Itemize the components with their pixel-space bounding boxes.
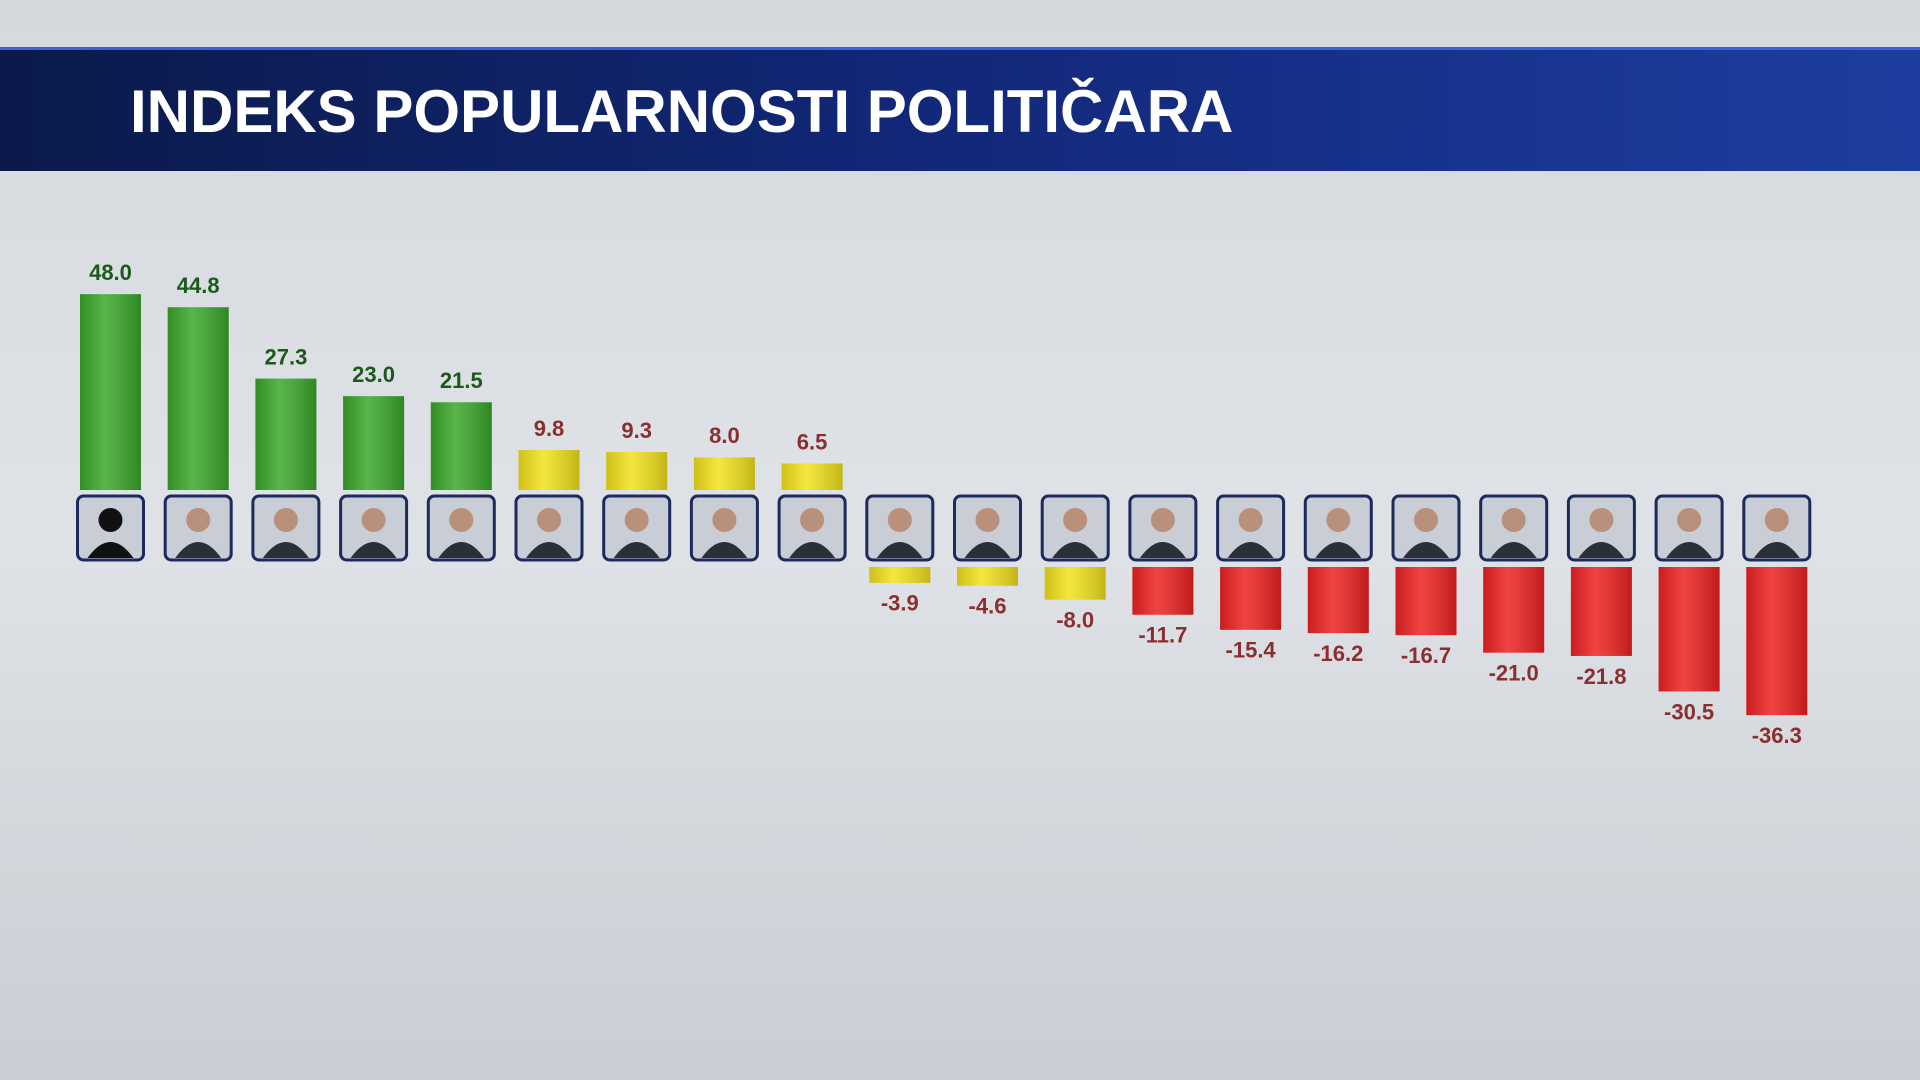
bar-shade [167,307,229,490]
portrait-body [350,542,397,558]
portrait-body [789,542,836,558]
bar-shade [1483,567,1545,653]
portrait-head [273,508,298,532]
bar-shade [1044,567,1106,600]
value-label: 48.0 [89,260,132,285]
portrait-body [438,542,485,558]
portrait-head [624,508,649,532]
bar-shade [693,457,755,490]
bar-shade [430,402,492,490]
portrait-head [186,508,211,532]
portrait-head [361,508,386,532]
portrait-head [800,508,825,532]
value-label: -16.2 [1313,641,1363,666]
value-label: 27.3 [264,344,307,369]
portrait-head [1501,508,1526,532]
value-label: -16.7 [1401,643,1451,668]
portrait-head [1677,508,1702,532]
bar-shade [869,567,931,583]
portrait-head [712,508,737,532]
portrait-body [876,542,923,558]
portrait-head [1589,508,1614,532]
bar-shade [957,567,1018,586]
portrait-body [964,542,1011,558]
portrait-body [1666,542,1713,558]
value-label: -3.9 [881,591,919,616]
plot: 48.0 44.8 27.3 23.0 21.5 9.8 9.3 8.0 6.5 -3.9 -4.6… [76,260,1812,748]
bar-shade [1132,567,1194,615]
portrait-body [1315,542,1362,558]
value-label: -36.3 [1752,723,1802,748]
portrait-body [1490,542,1537,558]
value-label: 44.8 [177,273,220,298]
portrait-body [701,542,748,558]
bar-shade [1395,567,1457,636]
bar-shade [343,396,405,490]
portrait-head [1238,508,1263,532]
bar-shade [518,450,580,490]
portrait-body [613,542,660,558]
portrait-body [1753,542,1800,558]
portrait-body [1227,542,1274,558]
value-label: 9.3 [621,418,652,443]
portrait-body [175,542,222,558]
portrait-head [1150,508,1175,532]
value-label: 23.0 [352,362,395,387]
portrait-head [1764,508,1789,532]
portrait-body [87,542,134,558]
portrait-head [449,508,474,532]
bar-shade [1220,567,1282,630]
value-label: -8.0 [1056,607,1094,632]
header-edge [0,47,1920,50]
bar-shade [606,452,668,490]
portrait-body [1403,542,1449,558]
header-band [0,49,1920,171]
portrait-head [537,508,561,532]
value-label: 6.5 [797,429,828,454]
portrait-body [1139,542,1186,558]
portrait-body [526,542,572,558]
value-label: -21.0 [1489,660,1539,685]
chart-title: INDEKS POPULARNOSTI POLITIČARA [130,78,1233,145]
bar-shade [781,463,843,490]
portrait-head [975,508,1000,532]
bar-shade [1307,567,1369,634]
bar-shade [80,294,141,490]
portrait-head [887,508,912,532]
value-label: -15.4 [1226,638,1277,663]
value-label: -11.7 [1138,623,1187,648]
value-label: -4.6 [969,594,1007,619]
portrait-head [1414,508,1438,532]
portrait-body [1052,542,1099,558]
value-label: -21.8 [1576,664,1626,689]
portrait-body [1578,542,1625,558]
portrait-head [1063,508,1088,532]
value-label: 8.0 [709,423,740,448]
portrait-head [1326,508,1351,532]
bar-shade [255,378,317,490]
value-label: 9.8 [534,416,565,441]
bar-shade [1746,567,1808,716]
portrait-body [262,542,309,558]
portrait-head [98,508,123,532]
value-label: -30.5 [1664,699,1714,724]
value-label: 21.5 [440,368,483,393]
bar-shade [1658,567,1720,692]
bar-shade [1570,567,1632,656]
